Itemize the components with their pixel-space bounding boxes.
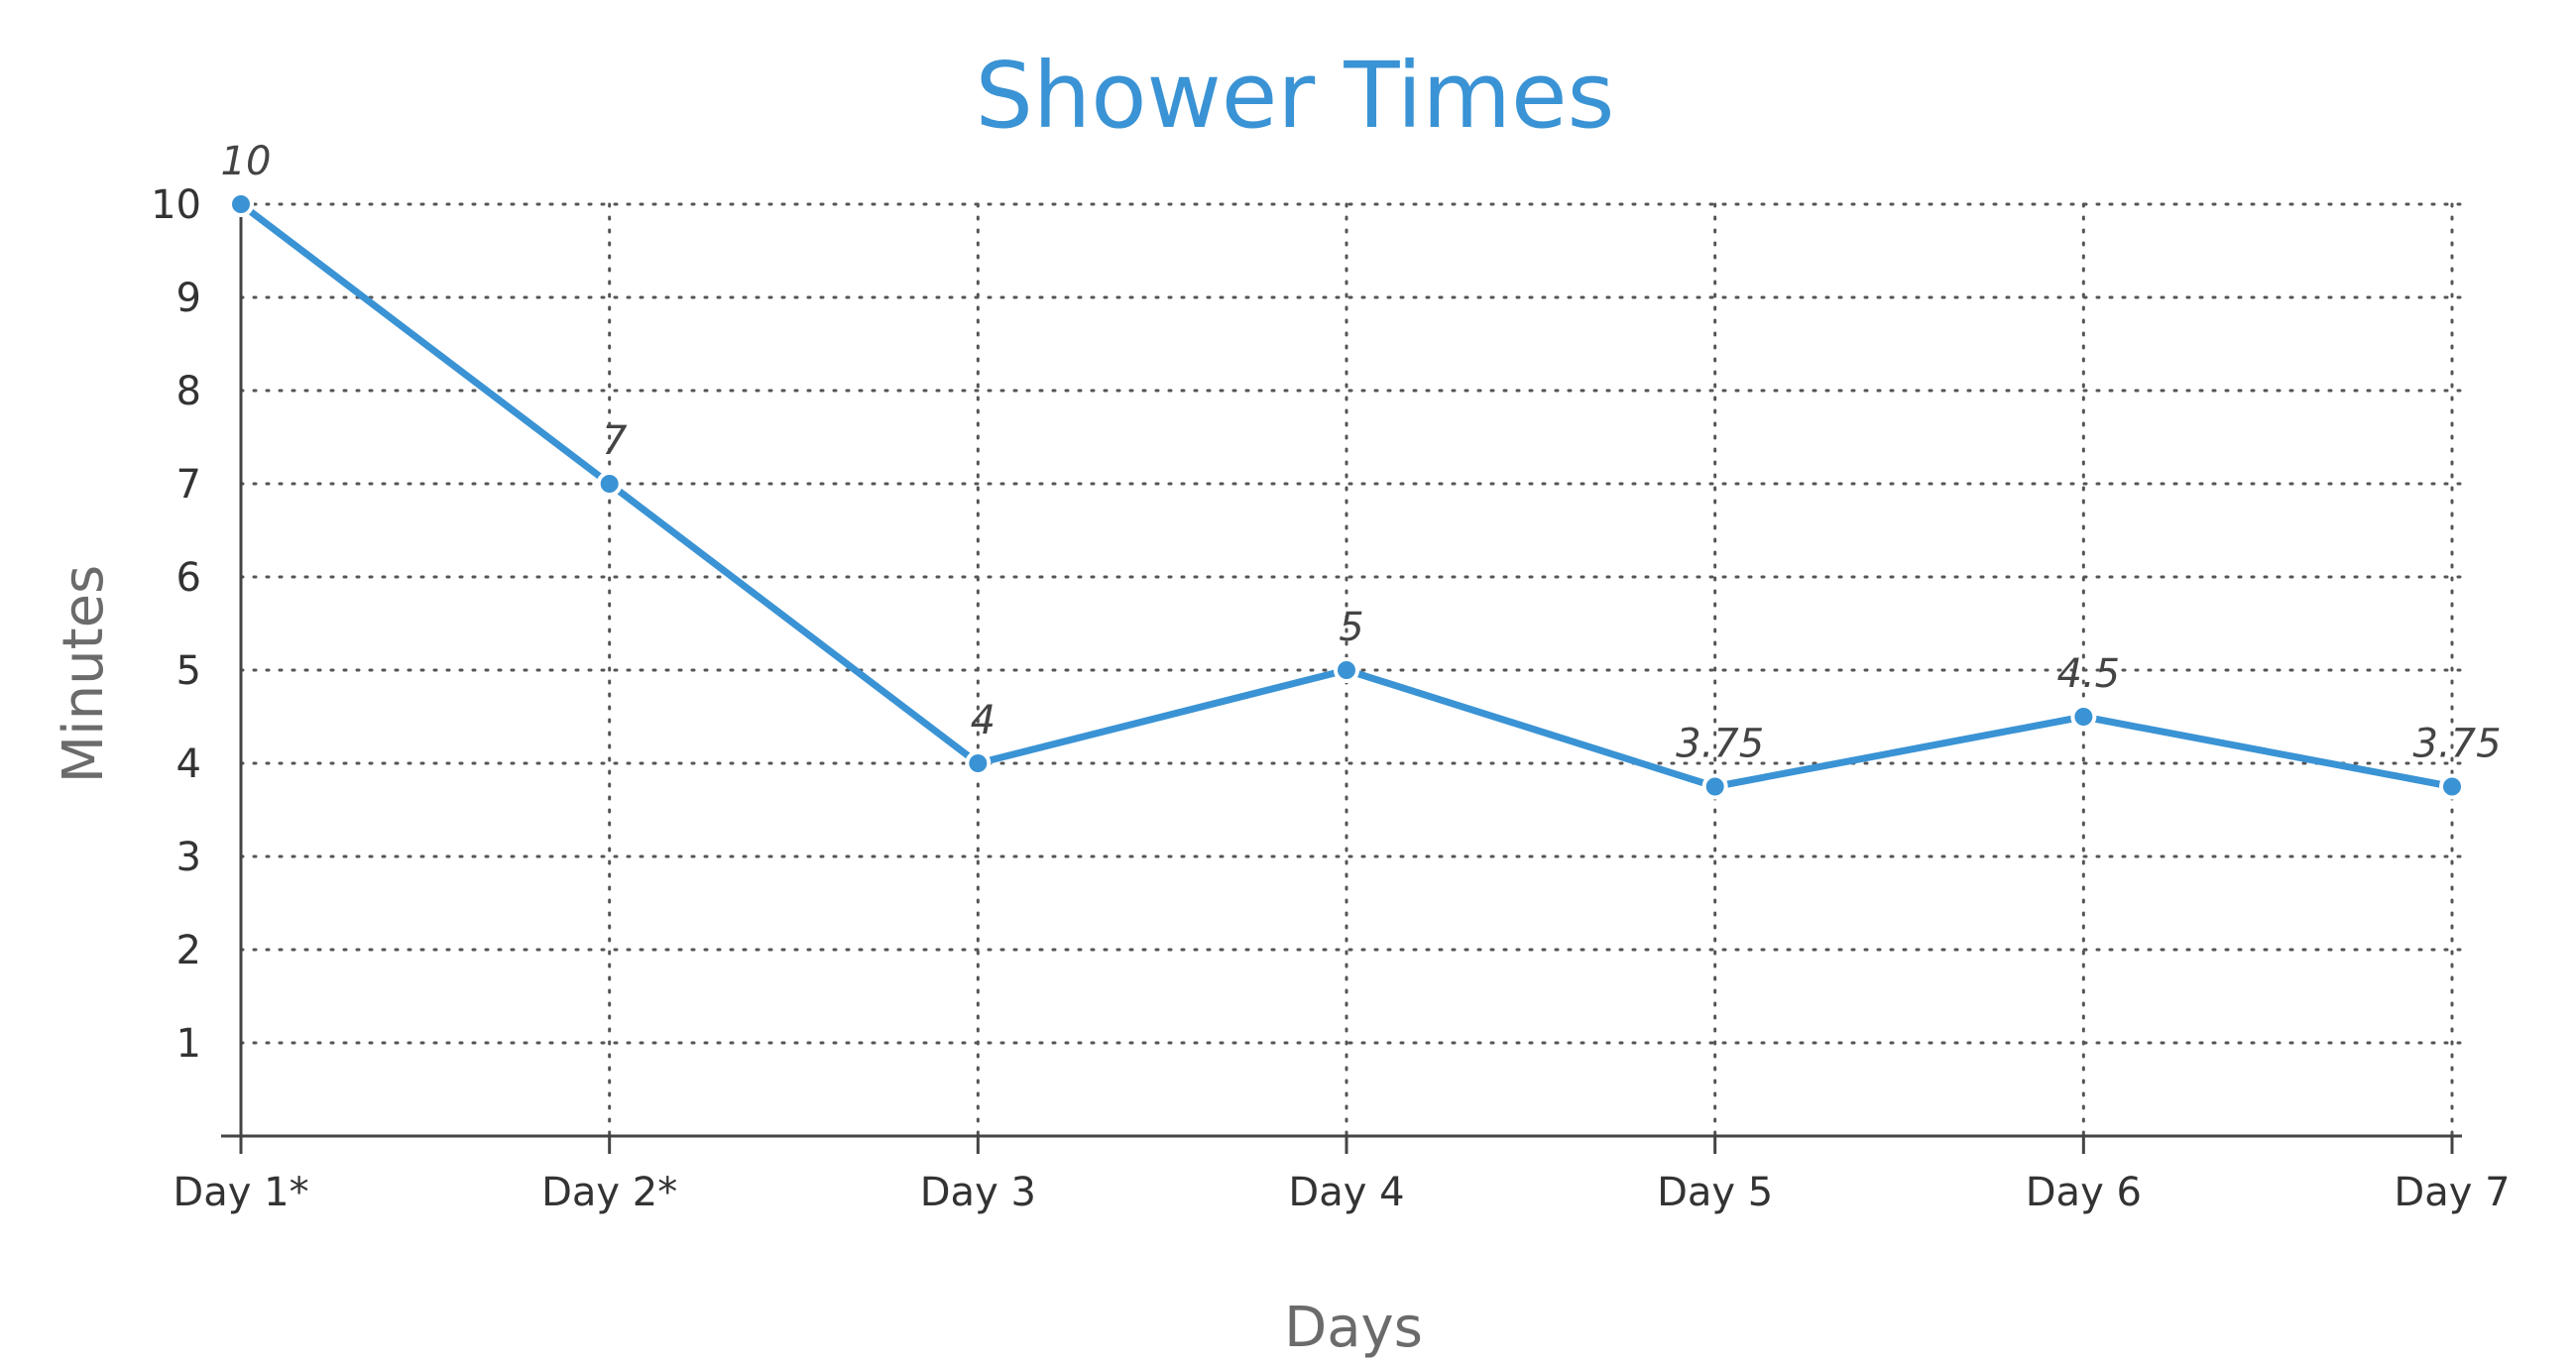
x-tick-label: Day 2* (541, 1170, 677, 1215)
y-tick-label: 4 (176, 741, 201, 787)
y-tick-label: 1 (176, 1021, 201, 1067)
axis-layer (221, 200, 2462, 1154)
y-tick-label: 10 (151, 182, 201, 228)
y-tick-label: 7 (176, 462, 201, 508)
x-tick-label: Day 3 (920, 1170, 1036, 1215)
y-tick-label: 3 (176, 835, 201, 880)
x-tick-label: Day 7 (2394, 1170, 2510, 1215)
data-point (1334, 657, 1359, 683)
data-label: 3.75 (2412, 722, 2501, 767)
y-tick-label: 2 (176, 928, 201, 973)
label-layer: 1 2 3 4 5 6 7 8 9 10 Day 1* Day 2* Day 3 Day 4 Day 5 Da… (151, 139, 2510, 1215)
series-layer (228, 191, 2465, 800)
y-tick-label: 9 (176, 276, 201, 321)
x-tick-label: Day 4 (1288, 1170, 1404, 1215)
data-label: 7 (602, 418, 628, 464)
data-label: 4 (971, 698, 995, 743)
x-axis-title: Days (1284, 1296, 1423, 1360)
data-label: 5 (1339, 605, 1363, 650)
data-point (596, 471, 623, 497)
data-point (2439, 773, 2465, 800)
data-point (2070, 704, 2097, 730)
x-tick-label: Day 1* (173, 1170, 308, 1215)
y-tick-label: 6 (176, 555, 201, 601)
x-tick-label: Day 5 (1657, 1170, 1773, 1215)
y-axis-title: Minutes (52, 565, 116, 783)
data-label: 10 (221, 139, 272, 184)
y-tick-label: 8 (176, 369, 201, 414)
y-tick-label: 5 (176, 648, 201, 694)
series-line (237, 200, 2456, 790)
data-label: 4.5 (2057, 651, 2121, 697)
data-point (1701, 773, 1728, 800)
grid-layer (239, 202, 2464, 1138)
x-tick-label: Day 6 (2026, 1170, 2142, 1215)
data-label: 3.75 (1676, 722, 1764, 767)
chart-title: Shower Times (976, 43, 1615, 149)
data-point (965, 750, 992, 776)
data-point (228, 191, 254, 217)
